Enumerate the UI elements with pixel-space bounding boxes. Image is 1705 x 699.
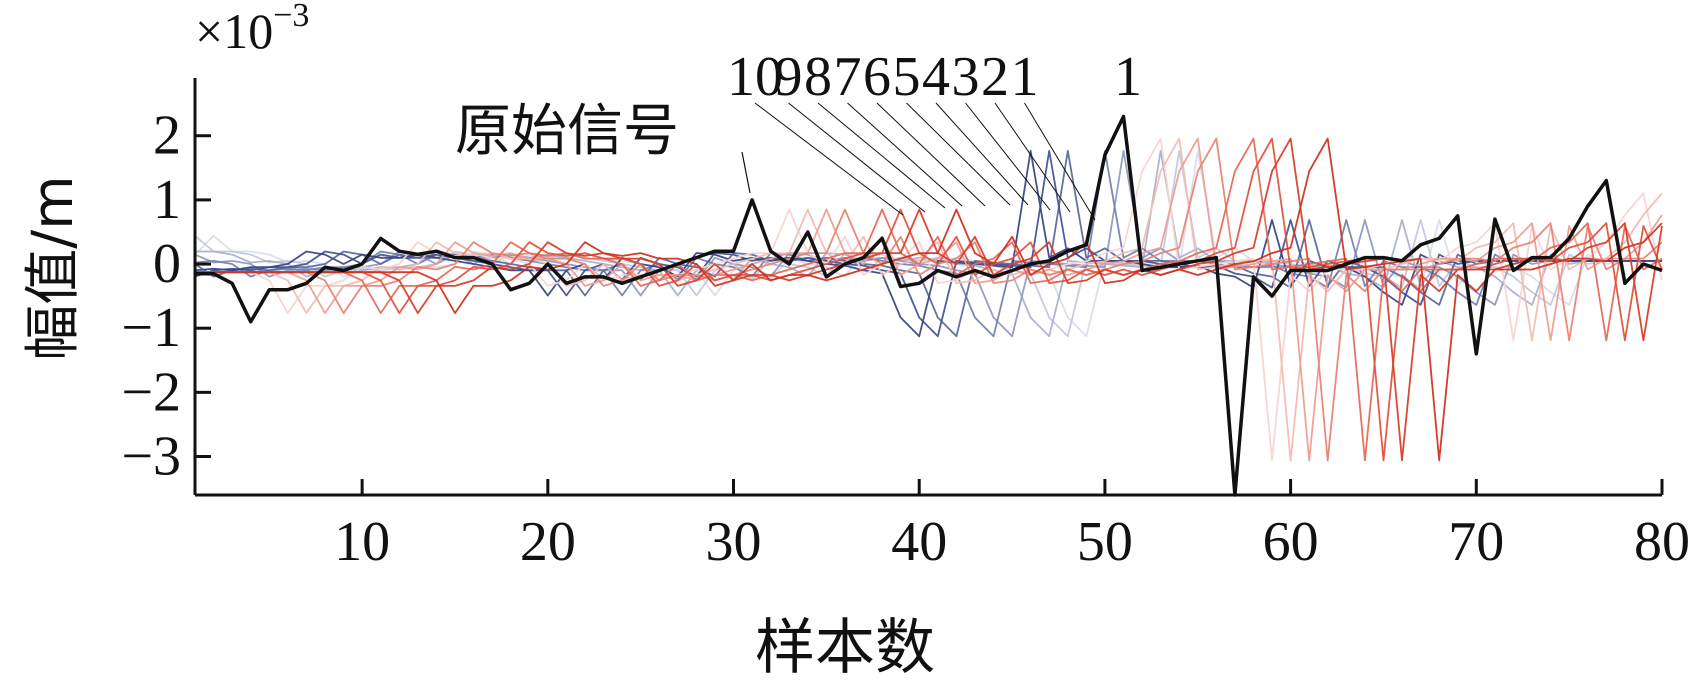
original-signal-leader [741,151,751,194]
mode-label: 9 [775,46,803,108]
mode-label: 4 [922,46,950,108]
mode-label: 1 [1011,46,1039,108]
mode-label-leader [935,102,1029,206]
x-tick-label: 60 [1263,511,1319,573]
x-tick-label: 40 [891,511,947,573]
mode-labels: 109 8 7 6 5 4 3 2 1 1 [727,46,1142,221]
original-signal-line [195,114,1663,497]
red-mode-line [195,137,1663,462]
x-tick-label: 70 [1448,511,1504,573]
x-tick-label: 30 [706,511,762,573]
y-tick-label: −3 [121,426,181,488]
mode-label: 5 [893,46,921,108]
x-tick-label: 50 [1077,511,1133,573]
mode-label: 1 [1114,46,1142,108]
x-tick-label: 80 [1634,511,1690,573]
x-tick-label: 20 [520,511,576,573]
mode-label: 7 [834,46,862,108]
mode-label-leader [876,102,986,207]
original-signal-series [195,114,1663,497]
axes [193,78,1662,497]
y-tick-label: 1 [153,169,181,231]
mode-label: 6 [863,46,891,108]
x-tick-label: 10 [334,511,390,573]
red-mode-line [195,137,1663,462]
y-axis-label: 幅值/m [21,175,86,360]
original-signal-label: 原始信号 [455,99,679,164]
y-tick-label: −2 [121,361,181,423]
mode-label-leader [754,102,904,216]
mode-label: 2 [981,46,1009,108]
mode-lines [194,137,1663,462]
blue-mode-line [194,149,1662,338]
mode-label: 8 [804,46,832,108]
mode-label-leader [788,102,926,213]
red-mode-line [195,137,1663,462]
y-tick-label: 2 [153,105,181,167]
mode-label-leader [1024,102,1096,221]
scale-label: ×10−3 [195,0,309,59]
red-mode-line [195,137,1663,462]
mode-label-leader [906,102,1011,206]
mode-label-leader [817,102,946,209]
y-tick-label: 0 [153,233,181,295]
mode-label: 10 [727,46,783,108]
x-axis-label: 样本数 [755,613,935,683]
mode-label-leader [994,102,1071,213]
mode-label-leader [965,102,1051,211]
y-tick-label: −1 [121,297,181,359]
mode-label: 3 [952,46,980,108]
mode-label-leader [847,102,963,207]
